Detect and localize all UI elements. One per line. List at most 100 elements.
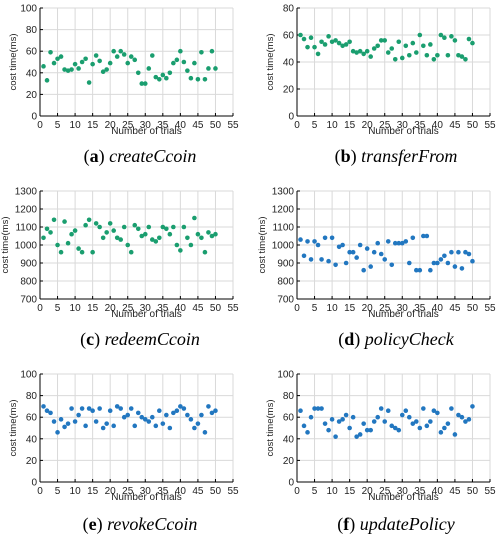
x-axis-label: Number of trials	[111, 309, 182, 320]
data-point	[48, 230, 53, 235]
data-point	[438, 430, 444, 435]
data-point	[97, 406, 102, 411]
data-point	[414, 419, 419, 424]
data-point	[121, 52, 127, 57]
x-tick-label: 40	[432, 303, 444, 314]
data-point	[452, 432, 458, 437]
data-point	[213, 231, 218, 237]
data-point	[185, 68, 190, 73]
data-point	[171, 410, 176, 416]
data-point	[90, 408, 95, 414]
data-point	[83, 56, 88, 62]
data-point	[107, 60, 113, 66]
x-tick-label: 0	[37, 120, 43, 131]
data-point	[209, 48, 215, 54]
data-point	[62, 219, 67, 224]
data-point	[65, 421, 71, 426]
y-tick-label: 20	[26, 90, 38, 101]
data-point	[428, 267, 433, 273]
data-point	[132, 222, 138, 228]
data-point	[326, 34, 331, 39]
data-point	[456, 412, 461, 418]
y-tick-label: 1000	[272, 241, 295, 252]
y-axis-label: cost time(ms)	[8, 34, 19, 91]
x-tick-label: 50	[210, 486, 222, 497]
data-point	[139, 414, 145, 420]
data-point	[157, 76, 162, 82]
data-point	[128, 249, 134, 255]
data-point	[301, 423, 307, 429]
data-point	[329, 417, 335, 422]
data-point	[417, 267, 423, 273]
x-tick-label: 5	[312, 303, 318, 314]
data-point	[142, 417, 148, 422]
data-point	[470, 258, 475, 264]
data-point	[322, 421, 328, 426]
x-tick-label: 10	[70, 303, 82, 314]
x-axis-label: Number of trials	[111, 126, 182, 137]
x-axis-label: Number of trials	[111, 492, 182, 503]
y-tick-label: 80	[283, 391, 295, 402]
data-point	[396, 427, 402, 433]
y-tick-label: 0	[31, 478, 37, 489]
data-point	[100, 69, 106, 75]
panel-caption: (b) transferFrom	[335, 146, 458, 167]
caption-name: redeemCcoin	[105, 329, 200, 349]
x-axis-label: Number of trials	[368, 309, 439, 320]
data-point	[336, 40, 342, 46]
x-tick-label: 0	[37, 303, 43, 314]
data-point	[442, 253, 447, 259]
data-point	[153, 74, 159, 80]
x-tick-label: 10	[327, 303, 339, 314]
data-point	[178, 248, 183, 253]
data-point	[58, 54, 64, 59]
data-point	[55, 242, 60, 248]
x-tick-label: 50	[467, 303, 479, 314]
x-tick-label: 15	[87, 120, 99, 131]
data-point	[392, 425, 398, 431]
data-point	[322, 42, 328, 47]
data-point	[424, 233, 430, 239]
data-point	[389, 262, 395, 268]
data-point	[347, 249, 352, 255]
data-point	[435, 52, 440, 58]
x-tick-label: 45	[449, 303, 461, 314]
x-tick-label: 10	[70, 486, 82, 497]
data-point	[149, 414, 155, 420]
data-point	[213, 66, 218, 71]
data-point	[206, 404, 211, 409]
data-point	[305, 239, 310, 244]
data-point	[142, 81, 148, 86]
data-point	[62, 67, 67, 72]
data-point	[298, 237, 303, 242]
data-point	[340, 417, 345, 422]
data-point	[188, 75, 194, 81]
data-point	[340, 43, 345, 49]
data-point	[470, 40, 475, 46]
x-tick-label: 5	[55, 120, 61, 131]
data-point	[421, 233, 426, 239]
x-tick-label: 35	[414, 120, 426, 131]
x-tick-label: 40	[175, 486, 187, 497]
data-point	[167, 231, 173, 237]
y-tick-label: 80	[26, 25, 38, 36]
data-point	[146, 66, 152, 71]
data-point	[79, 59, 85, 65]
data-point	[86, 406, 92, 411]
y-tick-label: 1200	[272, 205, 295, 216]
x-tick-label: 15	[344, 486, 356, 497]
data-point	[51, 217, 57, 223]
data-point	[378, 406, 384, 411]
data-point	[118, 237, 124, 242]
x-tick-label: 30	[397, 120, 409, 131]
data-point	[69, 406, 74, 411]
caption-letter: c	[86, 329, 94, 349]
data-point	[51, 419, 57, 424]
y-tick-label: 700	[20, 295, 37, 306]
y-tick-label: 100	[20, 370, 37, 381]
x-tick-label: 50	[210, 303, 222, 314]
data-point	[456, 249, 461, 255]
data-point	[431, 260, 437, 266]
data-point	[188, 417, 194, 422]
